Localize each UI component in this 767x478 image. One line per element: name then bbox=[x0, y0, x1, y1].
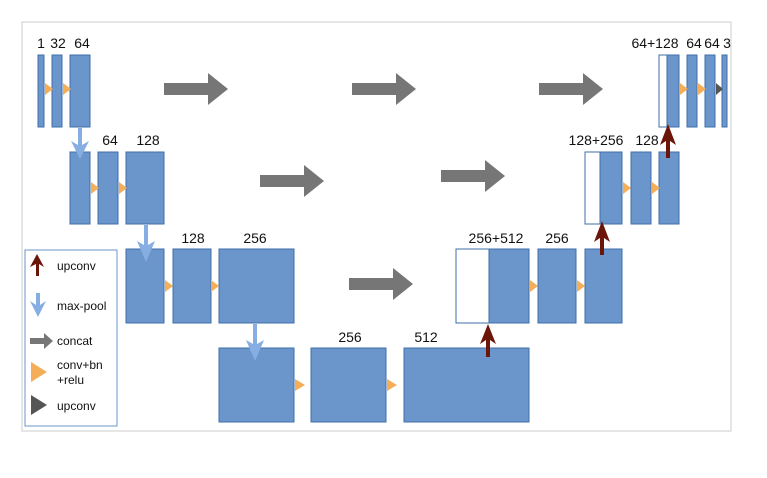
feature-block bbox=[172, 248, 212, 324]
upconv-arrow bbox=[480, 324, 496, 357]
channel-label: 64 bbox=[74, 35, 90, 51]
channel-label: 128 bbox=[181, 230, 205, 246]
conv-bn-relu-arrow bbox=[211, 280, 219, 292]
concat-arrow bbox=[352, 73, 416, 105]
feature-block bbox=[51, 54, 63, 128]
concat-arrow bbox=[349, 268, 413, 300]
conv-bn-relu-icon bbox=[31, 362, 47, 382]
channel-label: 64 bbox=[704, 35, 720, 51]
channel-label: 256 bbox=[338, 329, 362, 345]
max-pool-arrow bbox=[137, 225, 155, 262]
channel-label: 512 bbox=[414, 329, 438, 345]
decoder-level-2: 128+256 128 bbox=[569, 132, 680, 225]
conv-bn-relu-arrow bbox=[387, 379, 397, 391]
encoder-level-1: 1 32 64 bbox=[37, 35, 91, 128]
legend-label: upconv bbox=[57, 259, 96, 273]
legend-label: concat bbox=[57, 334, 93, 348]
concat-arrow bbox=[441, 160, 505, 192]
feature-block bbox=[686, 54, 698, 128]
legend-label: upconv bbox=[57, 399, 96, 413]
feature-block bbox=[630, 151, 652, 225]
encoder-level-3: 128 256 bbox=[125, 230, 295, 324]
feature-block bbox=[599, 151, 623, 225]
feature-block bbox=[488, 248, 530, 324]
feature-block bbox=[125, 151, 165, 225]
feature-block bbox=[125, 248, 165, 324]
legend: upconv max-pool concat conv+bn +relu upc… bbox=[24, 249, 118, 427]
channel-label: 128+256 bbox=[569, 132, 624, 148]
skip-block bbox=[584, 151, 601, 225]
feature-block bbox=[403, 347, 530, 423]
concat-arrow bbox=[164, 73, 228, 105]
feature-block bbox=[666, 54, 680, 128]
channel-label: 128 bbox=[136, 132, 160, 148]
feature-block bbox=[69, 54, 91, 128]
channel-label: 1 bbox=[37, 35, 45, 51]
max-pool-arrow bbox=[71, 128, 89, 159]
skip-block bbox=[658, 54, 668, 128]
max-pool-arrows bbox=[71, 128, 264, 361]
feature-block bbox=[218, 347, 295, 423]
channel-label: 32 bbox=[50, 35, 66, 51]
feature-block bbox=[704, 54, 716, 128]
channel-label: 64 bbox=[102, 132, 118, 148]
final-conv-arrow bbox=[716, 83, 723, 95]
conv-bn-relu-arrow bbox=[530, 280, 538, 292]
channel-label: 64 bbox=[686, 35, 702, 51]
conv-bn-relu-arrow bbox=[577, 280, 585, 292]
final-conv-icon bbox=[31, 395, 47, 415]
legend-label: conv+bn bbox=[57, 358, 103, 372]
feature-block bbox=[584, 248, 623, 324]
upconv-arrow bbox=[660, 124, 676, 158]
conv-bn-relu-arrow bbox=[295, 379, 305, 391]
channel-label: 256 bbox=[243, 230, 267, 246]
conv-bn-relu-arrow bbox=[45, 83, 53, 95]
bottleneck-level-4: 256 512 bbox=[218, 329, 530, 423]
channel-label: 256+512 bbox=[469, 230, 524, 246]
feature-block bbox=[537, 248, 577, 324]
max-pool-arrow-icon bbox=[30, 293, 46, 317]
output-block bbox=[721, 54, 728, 128]
channel-label: 256 bbox=[545, 230, 569, 246]
channel-label: 64+128 bbox=[631, 35, 678, 51]
legend-label: +relu bbox=[57, 373, 84, 387]
concat-arrows bbox=[164, 73, 603, 300]
upconv-arrow bbox=[594, 221, 610, 255]
feature-block bbox=[310, 347, 387, 423]
channel-label: 128 bbox=[635, 132, 659, 148]
feature-block bbox=[37, 54, 45, 128]
conv-bn-relu-arrow bbox=[119, 182, 127, 194]
upconv-arrows bbox=[480, 124, 676, 357]
legend-box bbox=[24, 249, 118, 427]
encoder-level-2: 64 128 bbox=[69, 132, 165, 225]
feature-block bbox=[69, 151, 91, 225]
conv-bn-relu-arrow bbox=[698, 83, 706, 95]
conv-bn-relu-arrow bbox=[63, 83, 71, 95]
decoder-level-1: 64+128 64 64 3 bbox=[631, 35, 731, 128]
feature-block bbox=[218, 248, 295, 324]
feature-block bbox=[97, 151, 119, 225]
feature-block bbox=[658, 151, 680, 225]
conv-bn-relu-arrow bbox=[680, 83, 688, 95]
concat-arrow-icon bbox=[30, 333, 53, 349]
concat-arrow bbox=[260, 165, 324, 197]
concat-arrow bbox=[539, 73, 603, 105]
channel-label: 3 bbox=[723, 35, 731, 51]
skip-block bbox=[455, 248, 491, 324]
conv-bn-relu-arrow bbox=[165, 280, 173, 292]
legend-label: max-pool bbox=[57, 299, 106, 313]
max-pool-arrow bbox=[246, 324, 264, 361]
conv-bn-relu-arrow bbox=[91, 182, 99, 194]
upconv-arrow-icon bbox=[30, 254, 44, 276]
conv-bn-relu-arrow bbox=[652, 182, 660, 194]
conv-bn-relu-arrow bbox=[623, 182, 631, 194]
decoder-level-3: 256+512 256 bbox=[455, 230, 623, 324]
